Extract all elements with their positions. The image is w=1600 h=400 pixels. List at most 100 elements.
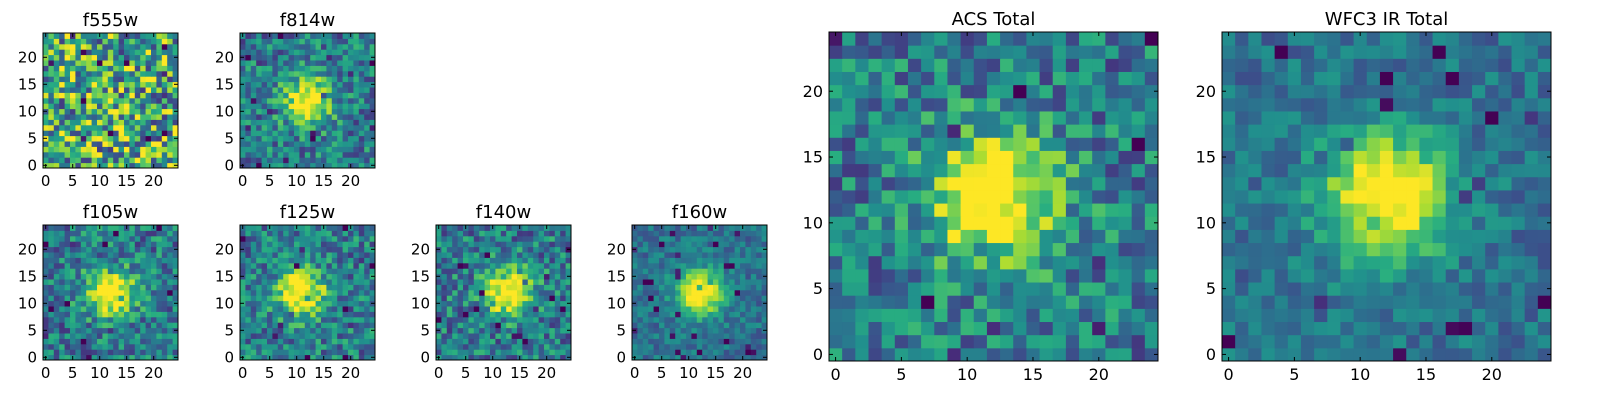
heatmap-cell bbox=[348, 268, 354, 275]
heatmap-cell bbox=[113, 54, 120, 61]
heatmap-cell bbox=[124, 114, 130, 120]
heatmap-cell bbox=[648, 349, 655, 356]
heatmap-cell bbox=[484, 333, 491, 339]
heatmap-cell bbox=[129, 268, 136, 275]
heatmap-cell bbox=[745, 284, 752, 291]
heatmap-cell bbox=[86, 157, 93, 164]
heatmap-cell bbox=[723, 230, 730, 237]
heatmap-cell bbox=[151, 235, 157, 242]
heatmap-cell bbox=[151, 241, 157, 248]
heatmap-cell bbox=[648, 284, 655, 291]
heatmap-cell bbox=[337, 230, 344, 237]
heatmap-cell bbox=[500, 257, 507, 264]
heatmap-cell bbox=[1144, 308, 1159, 323]
heatmap-cell bbox=[947, 321, 962, 336]
heatmap-cell bbox=[1327, 203, 1341, 217]
heatmap-cell bbox=[331, 279, 338, 285]
heatmap-cell bbox=[256, 76, 263, 83]
heatmap-cell bbox=[740, 338, 746, 345]
heatmap-cell bbox=[145, 354, 152, 361]
heatmap-cell bbox=[107, 289, 114, 296]
heatmap-cell bbox=[134, 262, 141, 269]
heatmap-cell bbox=[1079, 163, 1093, 178]
heatmap-cell bbox=[91, 262, 98, 269]
heatmap-cell bbox=[151, 327, 157, 334]
heatmap-cell bbox=[894, 124, 909, 138]
heatmap-cell bbox=[129, 246, 136, 253]
heatmap-cell bbox=[868, 308, 883, 323]
heatmap-cell bbox=[151, 135, 157, 142]
heatmap-cell bbox=[353, 354, 360, 361]
heatmap-cell bbox=[245, 103, 252, 110]
heatmap-cell bbox=[358, 343, 365, 350]
heatmap-cell bbox=[1105, 110, 1120, 125]
heatmap-cell bbox=[560, 289, 567, 296]
heatmap-cell bbox=[369, 279, 376, 285]
heatmap-cell bbox=[299, 235, 306, 242]
heatmap-cell bbox=[256, 157, 263, 164]
heatmap-cell bbox=[495, 338, 502, 345]
heatmap-cell bbox=[337, 327, 344, 334]
heatmap-cell bbox=[686, 343, 692, 350]
heatmap-cell bbox=[1092, 268, 1106, 283]
heatmap-cell bbox=[1419, 189, 1434, 204]
heatmap-cell bbox=[756, 327, 763, 334]
heatmap-cell bbox=[353, 333, 360, 339]
heatmap-cell bbox=[1065, 242, 1080, 257]
heatmap-cell bbox=[560, 268, 567, 275]
heatmap-cell bbox=[59, 279, 66, 285]
heatmap-cell bbox=[331, 65, 338, 72]
heatmap-cell bbox=[321, 87, 327, 93]
heatmap-cell bbox=[364, 135, 371, 142]
heatmap-cell bbox=[331, 60, 338, 66]
heatmap-cell bbox=[468, 327, 475, 334]
heatmap-cell bbox=[151, 157, 157, 164]
heatmap-cell bbox=[691, 306, 698, 312]
heatmap-cell bbox=[506, 343, 513, 350]
heatmap-cell bbox=[113, 141, 120, 147]
heatmap-cell bbox=[353, 284, 360, 291]
heatmap-cell bbox=[691, 349, 698, 356]
heatmap-cells bbox=[436, 225, 572, 361]
heatmap-cell bbox=[500, 316, 507, 323]
heatmap-cell bbox=[881, 84, 896, 99]
heatmap-cell bbox=[172, 43, 179, 50]
heatmap-cell bbox=[921, 97, 935, 112]
heatmap-cell bbox=[358, 108, 365, 115]
heatmap-cell bbox=[161, 354, 168, 361]
heatmap-cell bbox=[740, 252, 746, 258]
heatmap-cell bbox=[326, 289, 333, 296]
heatmap-cell bbox=[245, 327, 252, 334]
heatmap-cell bbox=[70, 38, 76, 45]
heatmap-cell bbox=[538, 300, 545, 307]
heatmap-cell bbox=[145, 333, 152, 339]
heatmap-cell bbox=[80, 135, 87, 142]
heatmap-cell bbox=[637, 349, 644, 356]
heatmap-cell bbox=[1105, 216, 1120, 230]
heatmap-cell bbox=[1235, 242, 1249, 257]
heatmap-cell bbox=[538, 338, 545, 345]
heatmap-cell bbox=[342, 343, 349, 350]
heatmap-cell bbox=[277, 311, 284, 318]
heatmap-cell bbox=[1340, 216, 1355, 230]
heatmap-cell bbox=[973, 97, 988, 112]
heatmap-cell bbox=[261, 316, 268, 323]
heatmap-cell bbox=[829, 282, 843, 296]
heatmap-cell bbox=[70, 230, 76, 237]
heatmap-cell bbox=[129, 65, 136, 72]
heatmap-cell bbox=[1026, 137, 1041, 151]
heatmap-cell bbox=[1092, 203, 1106, 217]
heatmap-cell bbox=[734, 316, 741, 323]
heatmap-cell bbox=[750, 354, 757, 361]
heatmap-cell bbox=[1039, 229, 1054, 244]
heatmap-cell bbox=[696, 279, 703, 285]
heatmap-cell bbox=[118, 257, 125, 264]
heatmap-cell bbox=[167, 306, 174, 312]
heatmap-cell bbox=[1248, 308, 1262, 323]
heatmap-cell bbox=[97, 300, 103, 307]
heatmap-cell bbox=[353, 230, 360, 237]
heatmap-cell bbox=[86, 70, 93, 77]
x-tick-label: 15 bbox=[706, 364, 725, 382]
y-tick-label: 20 bbox=[803, 82, 823, 101]
